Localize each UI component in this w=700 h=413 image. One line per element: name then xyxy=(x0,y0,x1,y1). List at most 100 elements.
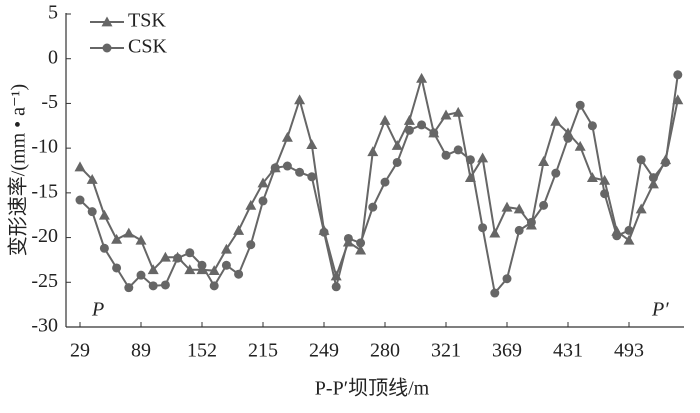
marker xyxy=(489,227,501,238)
x-tick-label: 29 xyxy=(70,340,90,362)
legend-marker xyxy=(102,43,112,53)
marker xyxy=(478,223,488,233)
marker xyxy=(356,238,366,248)
marker xyxy=(75,195,85,205)
x-tick-label: 215 xyxy=(248,340,278,362)
x-tick-label: 431 xyxy=(553,340,583,362)
y-tick-label: 5 xyxy=(48,2,58,24)
marker xyxy=(208,265,220,276)
y-tick-label: -15 xyxy=(31,180,58,202)
marker xyxy=(429,128,439,138)
marker xyxy=(440,109,452,120)
marker xyxy=(538,156,550,166)
marker xyxy=(404,125,414,135)
marker xyxy=(331,282,341,292)
marker xyxy=(635,203,647,214)
legend-marker xyxy=(101,16,113,27)
marker xyxy=(647,178,659,189)
marker xyxy=(392,157,402,167)
marker xyxy=(343,233,353,243)
marker xyxy=(209,281,219,291)
marker xyxy=(513,203,525,214)
marker xyxy=(477,152,489,163)
x-tick-label: 280 xyxy=(370,340,400,362)
marker xyxy=(294,94,306,105)
marker xyxy=(550,115,562,126)
marker xyxy=(514,225,524,235)
marker xyxy=(624,225,634,235)
marker xyxy=(612,231,622,241)
marker xyxy=(258,196,268,206)
legend-label: CSK xyxy=(128,36,167,58)
y-tick-label: -5 xyxy=(41,91,58,113)
marker xyxy=(185,248,195,258)
marker xyxy=(673,70,683,80)
marker xyxy=(159,251,171,262)
marker xyxy=(136,270,146,280)
x-tick-label: 152 xyxy=(187,340,217,362)
marker xyxy=(245,199,257,210)
marker xyxy=(124,283,134,293)
marker xyxy=(74,161,86,172)
x-axis-label: P-P′坝顶线/m xyxy=(315,377,430,400)
marker xyxy=(453,145,463,155)
marker xyxy=(135,234,147,245)
x-tick-label: 249 xyxy=(309,340,339,362)
marker xyxy=(148,281,158,291)
y-tick-label: -30 xyxy=(31,315,58,337)
marker xyxy=(234,269,244,279)
marker xyxy=(490,288,500,298)
annotation: P′ xyxy=(651,299,669,321)
marker xyxy=(661,157,671,167)
marker xyxy=(563,133,573,143)
marker xyxy=(220,243,232,254)
marker xyxy=(355,244,367,255)
marker xyxy=(307,172,317,182)
marker xyxy=(282,161,292,171)
marker xyxy=(281,131,293,142)
marker xyxy=(502,274,512,284)
marker xyxy=(319,227,329,237)
marker xyxy=(574,140,586,151)
y-axis-label: 变形速率/(mm • a⁻¹) xyxy=(7,84,30,256)
marker xyxy=(367,146,379,157)
annotation: P xyxy=(91,299,104,321)
marker xyxy=(306,139,318,149)
marker xyxy=(99,243,109,253)
marker xyxy=(600,189,610,199)
y-tick-label: -10 xyxy=(31,136,58,158)
y-tick-label: -20 xyxy=(31,225,58,247)
marker xyxy=(636,155,646,165)
marker xyxy=(452,106,464,117)
marker xyxy=(648,173,658,183)
marker xyxy=(416,72,428,83)
marker xyxy=(257,177,269,188)
marker xyxy=(87,207,97,217)
marker xyxy=(197,260,207,270)
marker xyxy=(111,233,123,244)
marker xyxy=(246,240,256,250)
marker xyxy=(623,234,635,245)
marker xyxy=(184,264,196,275)
y-tick-label: -25 xyxy=(31,270,58,292)
marker xyxy=(575,100,585,110)
marker xyxy=(233,224,245,235)
marker xyxy=(270,163,280,173)
x-tick-label: 369 xyxy=(492,340,522,362)
x-tick-label: 493 xyxy=(614,340,644,362)
marker xyxy=(221,260,231,270)
marker xyxy=(379,114,391,125)
x-tick-label: 321 xyxy=(431,340,461,362)
marker xyxy=(526,217,536,227)
marker xyxy=(403,114,415,125)
y-tick-label: 0 xyxy=(48,46,58,68)
legend-label: TSK xyxy=(128,10,166,32)
marker xyxy=(441,150,451,160)
marker xyxy=(391,139,403,150)
marker xyxy=(123,227,135,238)
marker xyxy=(160,280,170,290)
marker xyxy=(587,121,597,131)
marker xyxy=(380,177,390,187)
marker xyxy=(551,168,561,178)
